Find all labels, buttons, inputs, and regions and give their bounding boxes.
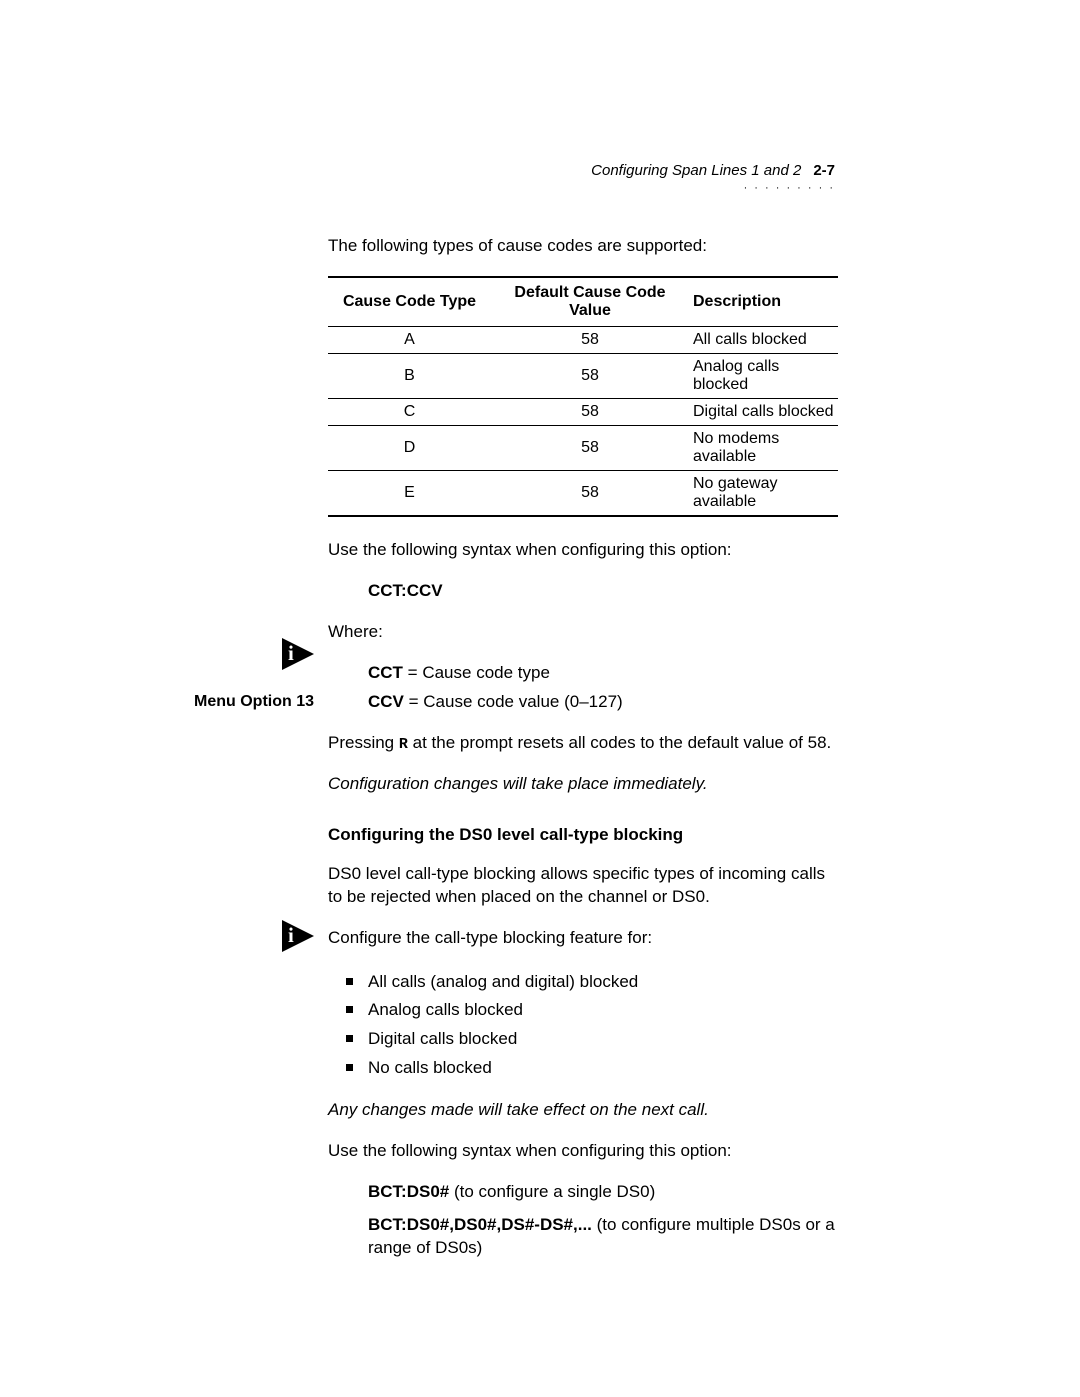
table-cell: All calls blocked <box>689 326 838 353</box>
table-row: A 58 All calls blocked <box>328 326 838 353</box>
reset-pre: Pressing <box>328 733 399 752</box>
where-line: CCV = Cause code value (0–127) <box>368 691 838 714</box>
body-paragraph: DS0 level call-type blocking allows spec… <box>328 863 838 909</box>
page-header: Configuring Span Lines 1 and 2 2-7 <box>591 162 835 179</box>
reset-key: R <box>399 736 408 753</box>
list-item: Analog calls blocked <box>346 996 838 1025</box>
section-title: Configuring Span Lines 1 and 2 <box>591 162 801 179</box>
table-row: E 58 No gateway available <box>328 470 838 516</box>
table-cell: Digital calls blocked <box>689 398 838 425</box>
syntax-code: CCT:CCV <box>368 580 838 603</box>
table-header-cell: Description <box>689 277 838 327</box>
table-header-row: Cause Code Type Default Cause Code Value… <box>328 277 838 327</box>
list-item: No calls blocked <box>346 1054 838 1083</box>
page: Configuring Span Lines 1 and 2 2-7 · · ·… <box>0 0 1080 1397</box>
syntax-line: BCT:DS0#,DS0#,DS#-DS#,... (to configure … <box>368 1214 838 1260</box>
table-cell: 58 <box>491 326 689 353</box>
menu-option-label: Menu Option 13 <box>194 693 319 711</box>
note-text: Configuration changes will take place im… <box>328 773 838 796</box>
where-term: CCT <box>368 663 403 682</box>
table-cell: A <box>328 326 491 353</box>
bullet-list: All calls (analog and digital) blocked A… <box>346 968 838 1084</box>
content-column: The following types of cause codes are s… <box>328 235 838 1278</box>
table-row: B 58 Analog calls blocked <box>328 353 838 398</box>
note-text: Any changes made will take effect on the… <box>328 1099 838 1122</box>
table-row: D 58 No modems available <box>328 425 838 470</box>
table-header-cell: Cause Code Type <box>328 277 491 327</box>
table-cell: No modems available <box>689 425 838 470</box>
page-number: 2-7 <box>813 162 835 179</box>
info-icon: i <box>280 918 316 959</box>
table-cell: D <box>328 425 491 470</box>
list-item: All calls (analog and digital) blocked <box>346 968 838 997</box>
body-paragraph: Configure the call-type blocking feature… <box>328 927 838 950</box>
where-def: = Cause code type <box>403 663 550 682</box>
table-cell: B <box>328 353 491 398</box>
intro-paragraph: The following types of cause codes are s… <box>328 235 838 258</box>
syntax-line: BCT:DS0# (to configure a single DS0) <box>368 1181 838 1204</box>
table-cell: No gateway available <box>689 470 838 516</box>
svg-text:i: i <box>288 641 294 665</box>
info-icon: i <box>280 636 316 677</box>
where-line: CCT = Cause code type <box>368 662 838 685</box>
table-cell: 58 <box>491 425 689 470</box>
syntax-intro: Use the following syntax when configurin… <box>328 1140 838 1163</box>
syntax-code: BCT:DS0#,DS0#,DS#-DS#,... <box>368 1215 592 1234</box>
table-row: C 58 Digital calls blocked <box>328 398 838 425</box>
section-heading: Configuring the DS0 level call-type bloc… <box>328 824 838 847</box>
reset-line: Pressing R at the prompt resets all code… <box>328 732 838 755</box>
table-cell: 58 <box>491 353 689 398</box>
header-dots: · · · · · · · · · <box>744 182 835 194</box>
table-header-cell: Default Cause Code Value <box>491 277 689 327</box>
table-cell: 58 <box>491 398 689 425</box>
syntax-intro: Use the following syntax when configurin… <box>328 539 838 562</box>
svg-text:i: i <box>288 923 294 947</box>
table-cell: E <box>328 470 491 516</box>
table-cell: C <box>328 398 491 425</box>
table-cell: 58 <box>491 470 689 516</box>
table-cell: Analog calls blocked <box>689 353 838 398</box>
where-term: CCV <box>368 692 404 711</box>
where-label: Where: <box>328 621 838 644</box>
where-def: = Cause code value (0–127) <box>404 692 623 711</box>
syntax-code: BCT:DS0# <box>368 1182 449 1201</box>
cause-code-table: Cause Code Type Default Cause Code Value… <box>328 276 838 517</box>
reset-post: at the prompt resets all codes to the de… <box>408 733 831 752</box>
syntax-desc: (to configure a single DS0) <box>449 1182 655 1201</box>
list-item: Digital calls blocked <box>346 1025 838 1054</box>
